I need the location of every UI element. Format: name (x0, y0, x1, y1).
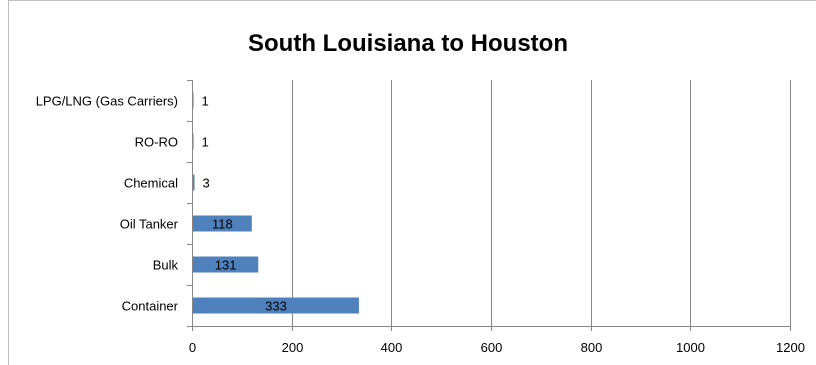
category-label: Chemical (124, 176, 178, 191)
chart-title: South Louisiana to Houston (248, 30, 568, 57)
data-label: 118 (212, 217, 233, 232)
bar-oil-tanker (193, 215, 252, 232)
category-label: Oil Tanker (120, 217, 179, 232)
bar-container (193, 297, 359, 314)
x-tick-label: 0 (189, 340, 196, 355)
bar-bulk (193, 256, 259, 273)
x-tick-label: 1000 (676, 340, 705, 355)
x-tick-label: 200 (282, 340, 304, 355)
category-label: Bulk (153, 258, 179, 273)
bars (193, 92, 359, 314)
data-label: 333 (265, 299, 287, 314)
bar-chemical (193, 174, 195, 191)
chart-frame (8, 0, 816, 365)
data-label: 1 (201, 135, 208, 150)
data-label: 1 (201, 94, 208, 109)
axes (187, 80, 791, 331)
x-tick-label: 800 (581, 340, 603, 355)
data-label: 131 (215, 258, 237, 273)
category-label: LPG/LNG (Gas Carriers) (36, 94, 178, 109)
x-tick-label: 400 (381, 340, 403, 355)
data-label: 3 (202, 176, 209, 191)
category-label: RO-RO (135, 135, 178, 150)
x-tick-label: 600 (481, 340, 503, 355)
gridlines (292, 80, 791, 326)
labels: 0 200 400 600 800 1000 1200 LPG/LNG (Gas Carrie… (36, 94, 805, 356)
category-label: Container (122, 299, 179, 314)
x-tick-label: 1200 (776, 340, 805, 355)
